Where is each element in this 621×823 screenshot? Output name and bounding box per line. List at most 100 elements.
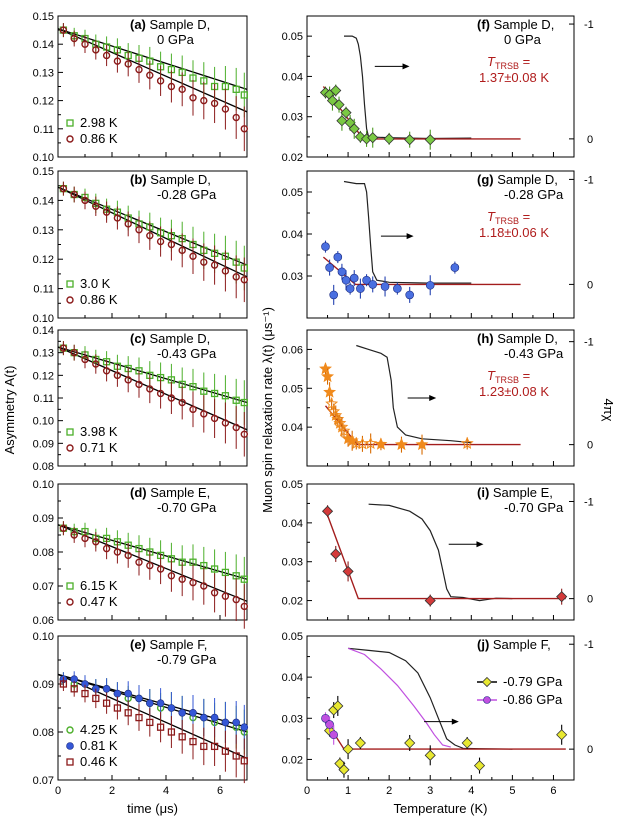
trsb-T: T [487,209,496,224]
trsb-equals: = [519,209,530,224]
panel-title-line1: (b) Sample D, [130,172,211,187]
data-point [70,34,78,43]
data-point [92,538,100,546]
data-point [337,267,347,277]
data-point [405,290,414,300]
y-tick-label: 0.10 [33,313,54,325]
susceptibility-curve [344,35,472,140]
data-point [325,396,339,410]
trsb-equals: = [519,368,530,383]
panel-title-line1: (j) Sample F, [477,637,551,652]
data-point [349,273,359,283]
plot-frame [306,15,575,158]
data-point [424,134,436,146]
data-point [102,51,111,60]
y-tick-label: 0.12 [33,254,54,266]
data-point [337,424,351,437]
data-point [221,718,230,727]
data-point [102,684,111,693]
y-tick-label: 0.04 [282,518,303,530]
data-point [59,344,68,352]
fit-line [57,673,248,759]
data-point [380,282,390,291]
legend-marker [66,428,74,436]
data-point [200,96,208,105]
data-point [333,99,345,111]
y-tick-label: 0.04 [282,422,303,434]
y-tick-label: 0.10 [33,416,54,428]
chi-tick-label: -1 [584,496,594,508]
data-point [59,26,68,34]
data-point [167,728,176,736]
legend-marker [66,444,74,452]
data-point [341,275,351,285]
data-point [124,709,132,717]
legend-marker [66,742,74,750]
x-tick-label: 6 [550,785,556,797]
data-point [156,77,165,85]
x-tick-label: 3 [427,785,433,797]
panel-f: 0.05 0.04 0.03 0.02 (f) Sample D,0 GPa -1 0 TTR… [282,15,594,164]
plot-frame [306,635,575,781]
panel-title-line1: (a) Sample D, [130,17,210,32]
left-column: 0.150.140.130.120.110.10(a) Sample D,0 G… [33,11,249,816]
trsb-value: 1.18±0.06 K [479,225,549,240]
data-point [124,689,132,698]
panel-letter: (h) [477,331,497,346]
y-tick-label: 0.05 [282,383,303,395]
data-point [178,246,186,255]
y-tick-label: 0.02 [282,152,303,164]
legend-marker [66,598,74,606]
data-point [210,589,219,597]
pressure-label: -0.79 GPa [157,652,217,667]
plot-frame [306,329,575,467]
y-tick-label: 0.05 [282,631,303,643]
sample-name: Sample D, [494,17,555,32]
panel-g: 0.05 0.04 0.03 (g) Sample D,-0.28 GPa -1 0 TTR… [282,170,594,319]
data-point [200,582,208,590]
data-point [113,214,122,222]
data-point [210,99,219,108]
y-tick-label: 0.11 [33,124,54,136]
y-tick-label: 0.10 [33,152,54,164]
data-point [124,551,132,560]
data-point [232,273,240,281]
data-point [124,376,132,384]
data-point [368,280,378,289]
left-y-axis-title: Asymmetry A(t) [2,366,17,455]
legend-label: 3.0 K [80,276,111,291]
data-point [81,355,89,364]
data-point [556,591,568,603]
data-point [424,749,436,761]
data-point [232,113,240,122]
data-point [325,720,334,729]
legend-marker [66,582,74,590]
data-point [556,729,568,741]
x-tick-label: 2 [109,785,115,797]
chi-tick-label: -1 [584,337,594,349]
data-point [240,602,249,611]
data-point [354,737,366,749]
sample-name: Sample E, [150,485,210,500]
right-column: 0.050.040.030.02(f) Sample D,0 GPa-10TTR… [282,15,594,816]
data-point [135,226,143,234]
data-point [321,242,330,251]
panel-title-line1: (g) Sample D, [477,172,558,187]
data-point [113,548,122,556]
data-point [232,85,240,93]
data-point [210,565,219,573]
data-point [156,389,165,398]
data-point [146,699,154,708]
legend-label: 0.47 K [80,594,118,609]
data-point [326,95,339,107]
data-point [240,91,248,99]
data-point [415,437,429,451]
x-tick-label: 6 [217,785,223,797]
legend-label: 0.81 K [80,738,118,753]
y-tick-label: 0.02 [282,754,303,766]
data-point [113,371,122,380]
y-tick-label: 0.03 [282,713,303,725]
susceptibility-curve [368,503,513,602]
data-point [240,125,249,133]
data-point [394,437,408,451]
